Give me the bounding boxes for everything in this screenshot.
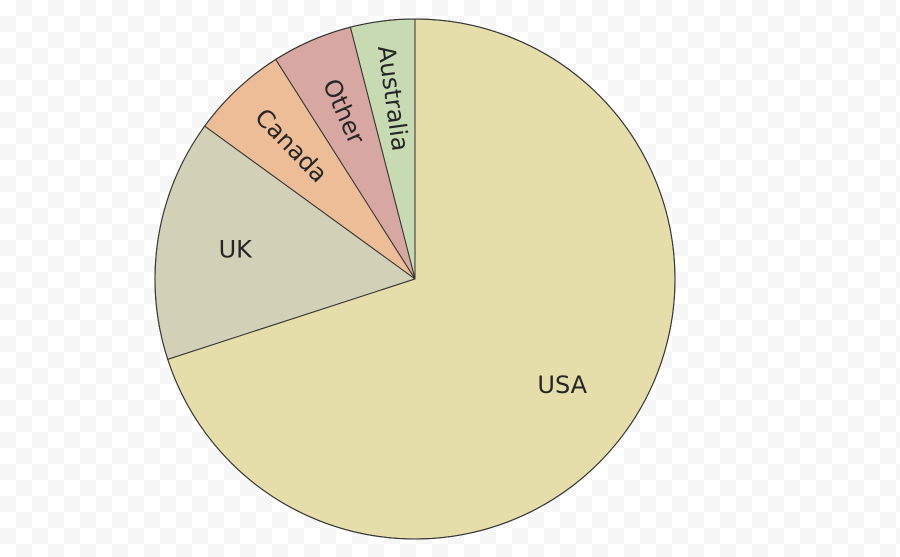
chart-stage: AustraliaOtherCanadaUKUSA bbox=[0, 0, 900, 557]
pie-chart: AustraliaOtherCanadaUKUSA bbox=[151, 15, 679, 543]
pie-slice-label: USA bbox=[537, 370, 587, 398]
pie-slice-label: UK bbox=[219, 235, 254, 263]
